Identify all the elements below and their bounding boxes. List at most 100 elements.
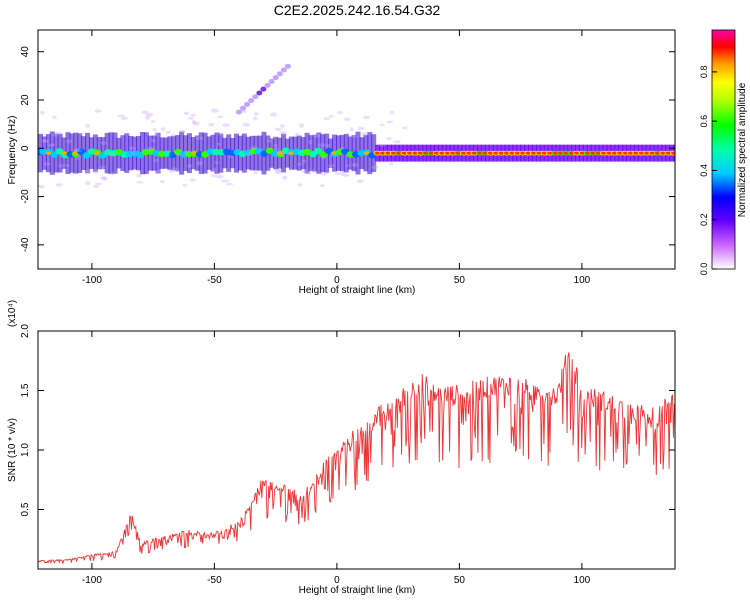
spectrogram-speckle <box>276 150 284 154</box>
spectrogram-speckle <box>326 143 331 148</box>
spectrogram-peak <box>547 151 554 155</box>
spectrogram-speckle <box>72 148 81 151</box>
snr-ytick-label: 2.0 <box>20 324 31 338</box>
spectrogram-speckle <box>93 184 99 189</box>
spectrogram-speckle <box>208 123 215 127</box>
spectrogram-peak <box>476 151 483 155</box>
spectrogram-peak <box>406 151 413 155</box>
spectrogram-peak <box>536 151 543 155</box>
snr-ytick-label: 0.5 <box>20 502 31 516</box>
spectrogram-speckle <box>214 161 220 165</box>
spectrogram-speckle <box>155 169 161 174</box>
spectrogram-speckle <box>190 113 196 117</box>
spectrogram-xtick-label: 0 <box>334 275 340 286</box>
spectrogram-speckle <box>212 167 217 172</box>
spectrogram-speckle <box>312 133 321 138</box>
spectrogram-ytick-label: -20 <box>20 189 31 204</box>
spectrogram-peak <box>590 151 597 155</box>
spectrogram-speckle <box>55 183 63 187</box>
snr-ytick-label: 1.5 <box>20 383 31 397</box>
figure-title: C2E2.2025.242.16.54.G32 <box>274 2 441 18</box>
spectrogram-cell <box>314 147 323 155</box>
spectrogram-streak <box>280 67 287 73</box>
spectrogram-speckle <box>75 149 82 153</box>
spectrogram-peak <box>379 151 386 155</box>
snr-xtick-label: 100 <box>574 575 591 586</box>
colorbar-tick-label: 0.4 <box>699 164 709 177</box>
spectrogram-speckle <box>108 152 115 157</box>
spectrogram-speckle <box>294 133 300 136</box>
spectrogram-speckle <box>309 169 317 173</box>
spectrogram-speckle <box>168 168 175 173</box>
spectrogram-peak <box>439 151 446 155</box>
spectrogram-xtick-label: 100 <box>574 275 591 286</box>
spectrogram-peak <box>417 151 424 155</box>
spectrogram-streak <box>235 109 242 115</box>
snr-panel: -100 -50 0 50 100 0.5 1.0 1.5 2.0 Height of stra… <box>7 300 676 596</box>
spectrogram-speckle <box>184 150 189 155</box>
spectrogram-speckle <box>66 139 73 144</box>
spectrogram-speckle <box>305 172 312 175</box>
spectrogram-peak <box>568 151 575 155</box>
spectrogram-speckle <box>129 146 136 151</box>
spectrogram-speckle <box>379 123 385 127</box>
spectrogram-xtick-label: -100 <box>82 275 102 286</box>
snr-xtick-label: 50 <box>454 575 466 586</box>
spectrogram-speckle <box>193 121 200 126</box>
spectrogram-speckle <box>51 133 59 137</box>
spectrogram-cell <box>55 148 64 155</box>
spectrogram-speckle <box>319 184 325 188</box>
spectrogram-speckle <box>274 169 282 174</box>
spectrogram-speckle <box>218 133 224 136</box>
spectrogram-speckle <box>225 182 234 186</box>
spectrogram-peak <box>487 151 494 155</box>
spectrogram-speckle <box>93 169 99 174</box>
spectrogram-speckle <box>94 109 102 113</box>
spectrogram-speckle <box>160 127 166 131</box>
spectrogram-peak <box>503 151 510 155</box>
spectrogram-speckle <box>170 134 176 138</box>
spectrogram-streak <box>284 63 291 69</box>
colorbar-gradient <box>711 29 736 270</box>
spectrogram-peak <box>412 151 419 155</box>
snr-ylabel-multiplier: (x10⁴) <box>7 300 18 327</box>
spectrogram-speckle <box>393 140 401 144</box>
spectrogram-speckle <box>350 163 359 167</box>
spectrogram-speckle <box>145 115 151 120</box>
spectrogram-speckle <box>282 175 288 180</box>
spectrogram-speckle <box>145 112 154 117</box>
colorbar-tick-label: 0.8 <box>699 66 709 79</box>
spectrogram-panel: -100 -50 0 50 100 -40 -20 0 20 40 Height of strai… <box>7 29 676 296</box>
spectrogram-speckle <box>153 158 159 162</box>
spectrogram-ytick-label: 40 <box>20 46 31 58</box>
spectrogram-speckle <box>402 126 408 130</box>
spectrogram-peak <box>514 151 521 155</box>
spectrogram-speckle <box>52 115 57 120</box>
spectrogram-peak <box>557 151 564 155</box>
spectrogram-cell <box>319 151 328 158</box>
spectrogram-speckle <box>217 115 224 119</box>
spectrogram-speckle <box>386 136 392 141</box>
spectrogram-ytick-label: 0 <box>20 145 31 151</box>
spectrogram-ytick-label: -40 <box>20 237 31 252</box>
spectrogram-peak <box>471 151 478 155</box>
spectrogram-speckle <box>160 179 165 184</box>
spectrogram-speckle <box>320 171 328 176</box>
spectrogram-peak <box>627 151 634 155</box>
spectrogram-streak <box>260 86 267 92</box>
spectrogram-speckle <box>150 120 156 123</box>
spectrogram-speckle <box>175 152 182 156</box>
spectrogram-speckle <box>327 164 335 167</box>
spectrogram-speckle <box>210 174 218 178</box>
spectrogram-speckle <box>191 119 196 125</box>
spectrogram-speckle <box>99 165 106 170</box>
spectrogram-speckle <box>279 124 285 128</box>
spectrogram-streak <box>272 75 279 81</box>
spectrogram-speckle <box>228 155 234 159</box>
spectrogram-speckle <box>131 150 136 155</box>
spectrogram-peak <box>638 151 645 155</box>
spectrogram-speckle <box>301 159 307 164</box>
spectrogram-ylabel: Frequency (Hz) <box>7 116 18 185</box>
spectrogram-speckle <box>64 164 70 167</box>
spectrogram-peak <box>509 151 516 155</box>
